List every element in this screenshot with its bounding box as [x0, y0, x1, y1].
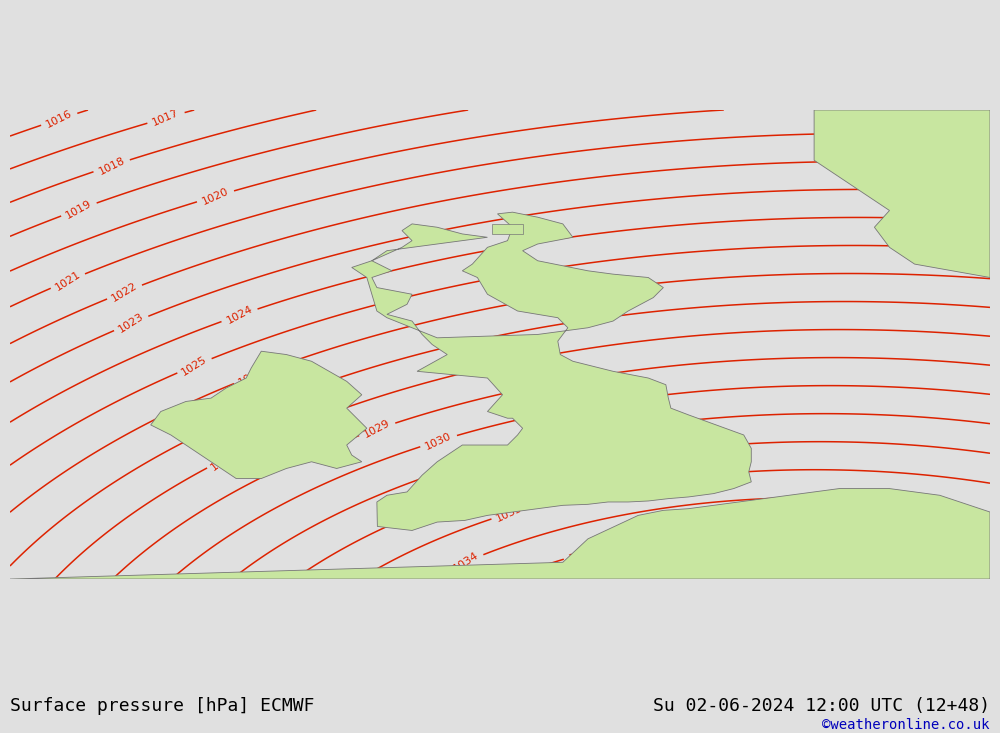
Text: 1018: 1018 — [97, 155, 126, 177]
Text: 1028: 1028 — [209, 447, 237, 472]
Text: ©weatheronline.co.uk: ©weatheronline.co.uk — [822, 718, 990, 732]
Polygon shape — [352, 212, 751, 531]
Text: 1035: 1035 — [568, 544, 597, 564]
Text: 1025: 1025 — [180, 354, 209, 377]
Text: 1033: 1033 — [495, 503, 524, 523]
Polygon shape — [814, 110, 990, 278]
Text: 1026: 1026 — [237, 365, 266, 388]
Text: 1034: 1034 — [452, 550, 481, 574]
Text: 1031: 1031 — [484, 445, 513, 465]
Text: 1021: 1021 — [53, 269, 82, 292]
Text: 1029: 1029 — [362, 419, 392, 441]
Polygon shape — [492, 224, 523, 234]
Text: 1020: 1020 — [201, 186, 230, 207]
Text: 1023: 1023 — [117, 312, 146, 335]
Text: 1024: 1024 — [225, 304, 254, 326]
Text: 1019: 1019 — [64, 198, 94, 221]
Text: 1022: 1022 — [110, 280, 139, 303]
Text: Surface pressure [hPa] ECMWF: Surface pressure [hPa] ECMWF — [10, 696, 314, 715]
Text: 1032: 1032 — [434, 490, 464, 512]
Text: 1027: 1027 — [243, 397, 272, 420]
Polygon shape — [151, 351, 367, 479]
Text: 1016: 1016 — [44, 108, 74, 130]
Text: Su 02-06-2024 12:00 UTC (12+48): Su 02-06-2024 12:00 UTC (12+48) — [653, 696, 990, 715]
Polygon shape — [10, 489, 990, 579]
Text: 1017: 1017 — [151, 108, 181, 128]
Text: 1030: 1030 — [424, 430, 453, 452]
